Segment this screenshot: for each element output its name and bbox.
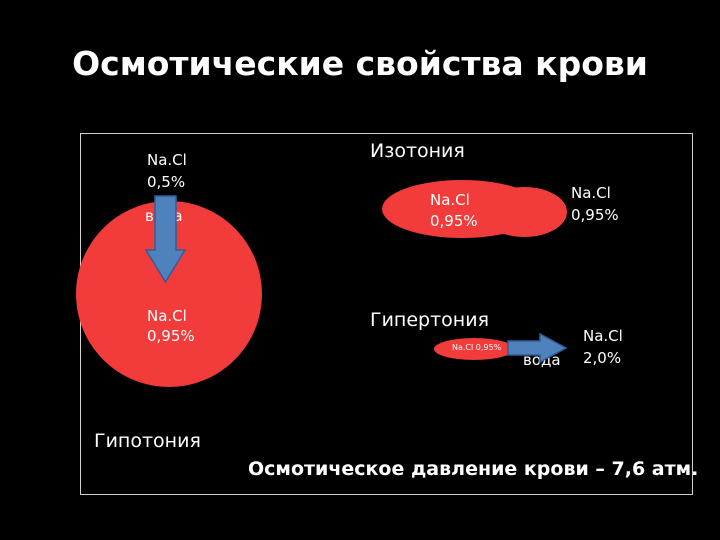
hypotonia-outside-value: 0,5% (147, 173, 186, 191)
hypertonia-cell-label: Na.Cl 0,95% (452, 343, 502, 352)
hypotonia-inside-name: Na.Cl (147, 307, 187, 325)
osmotic-pressure-note: Осмотическое давление крови – 7,6 атм. (248, 458, 699, 480)
hypotonia-inside-value: 0,95% (147, 327, 195, 345)
isotonia-header: Изотония (370, 140, 465, 162)
water-outflow-arrow (507, 332, 568, 364)
isotonia-inside-name: Na.Cl (430, 191, 470, 209)
isotonia-cell-lobe (482, 187, 567, 237)
isotonia-outside-value: 0,95% (571, 206, 619, 224)
hypertonia-outside-value: 2,0% (583, 349, 622, 367)
hypertonia-header: Гипертония (370, 309, 490, 331)
hypertonia-cell (434, 338, 514, 360)
isotonia-inside-value: 0,95% (430, 212, 478, 230)
hypotonia-outside-name: Na.Cl (147, 151, 187, 169)
isotonia-outside-name: Na.Cl (571, 184, 611, 202)
water-inflow-arrow (144, 195, 187, 284)
hypotonia-header: Гипотония (94, 430, 201, 452)
hypertonia-outside-name: Na.Cl (583, 327, 623, 345)
slide-title: Осмотические свойства крови (72, 44, 648, 83)
